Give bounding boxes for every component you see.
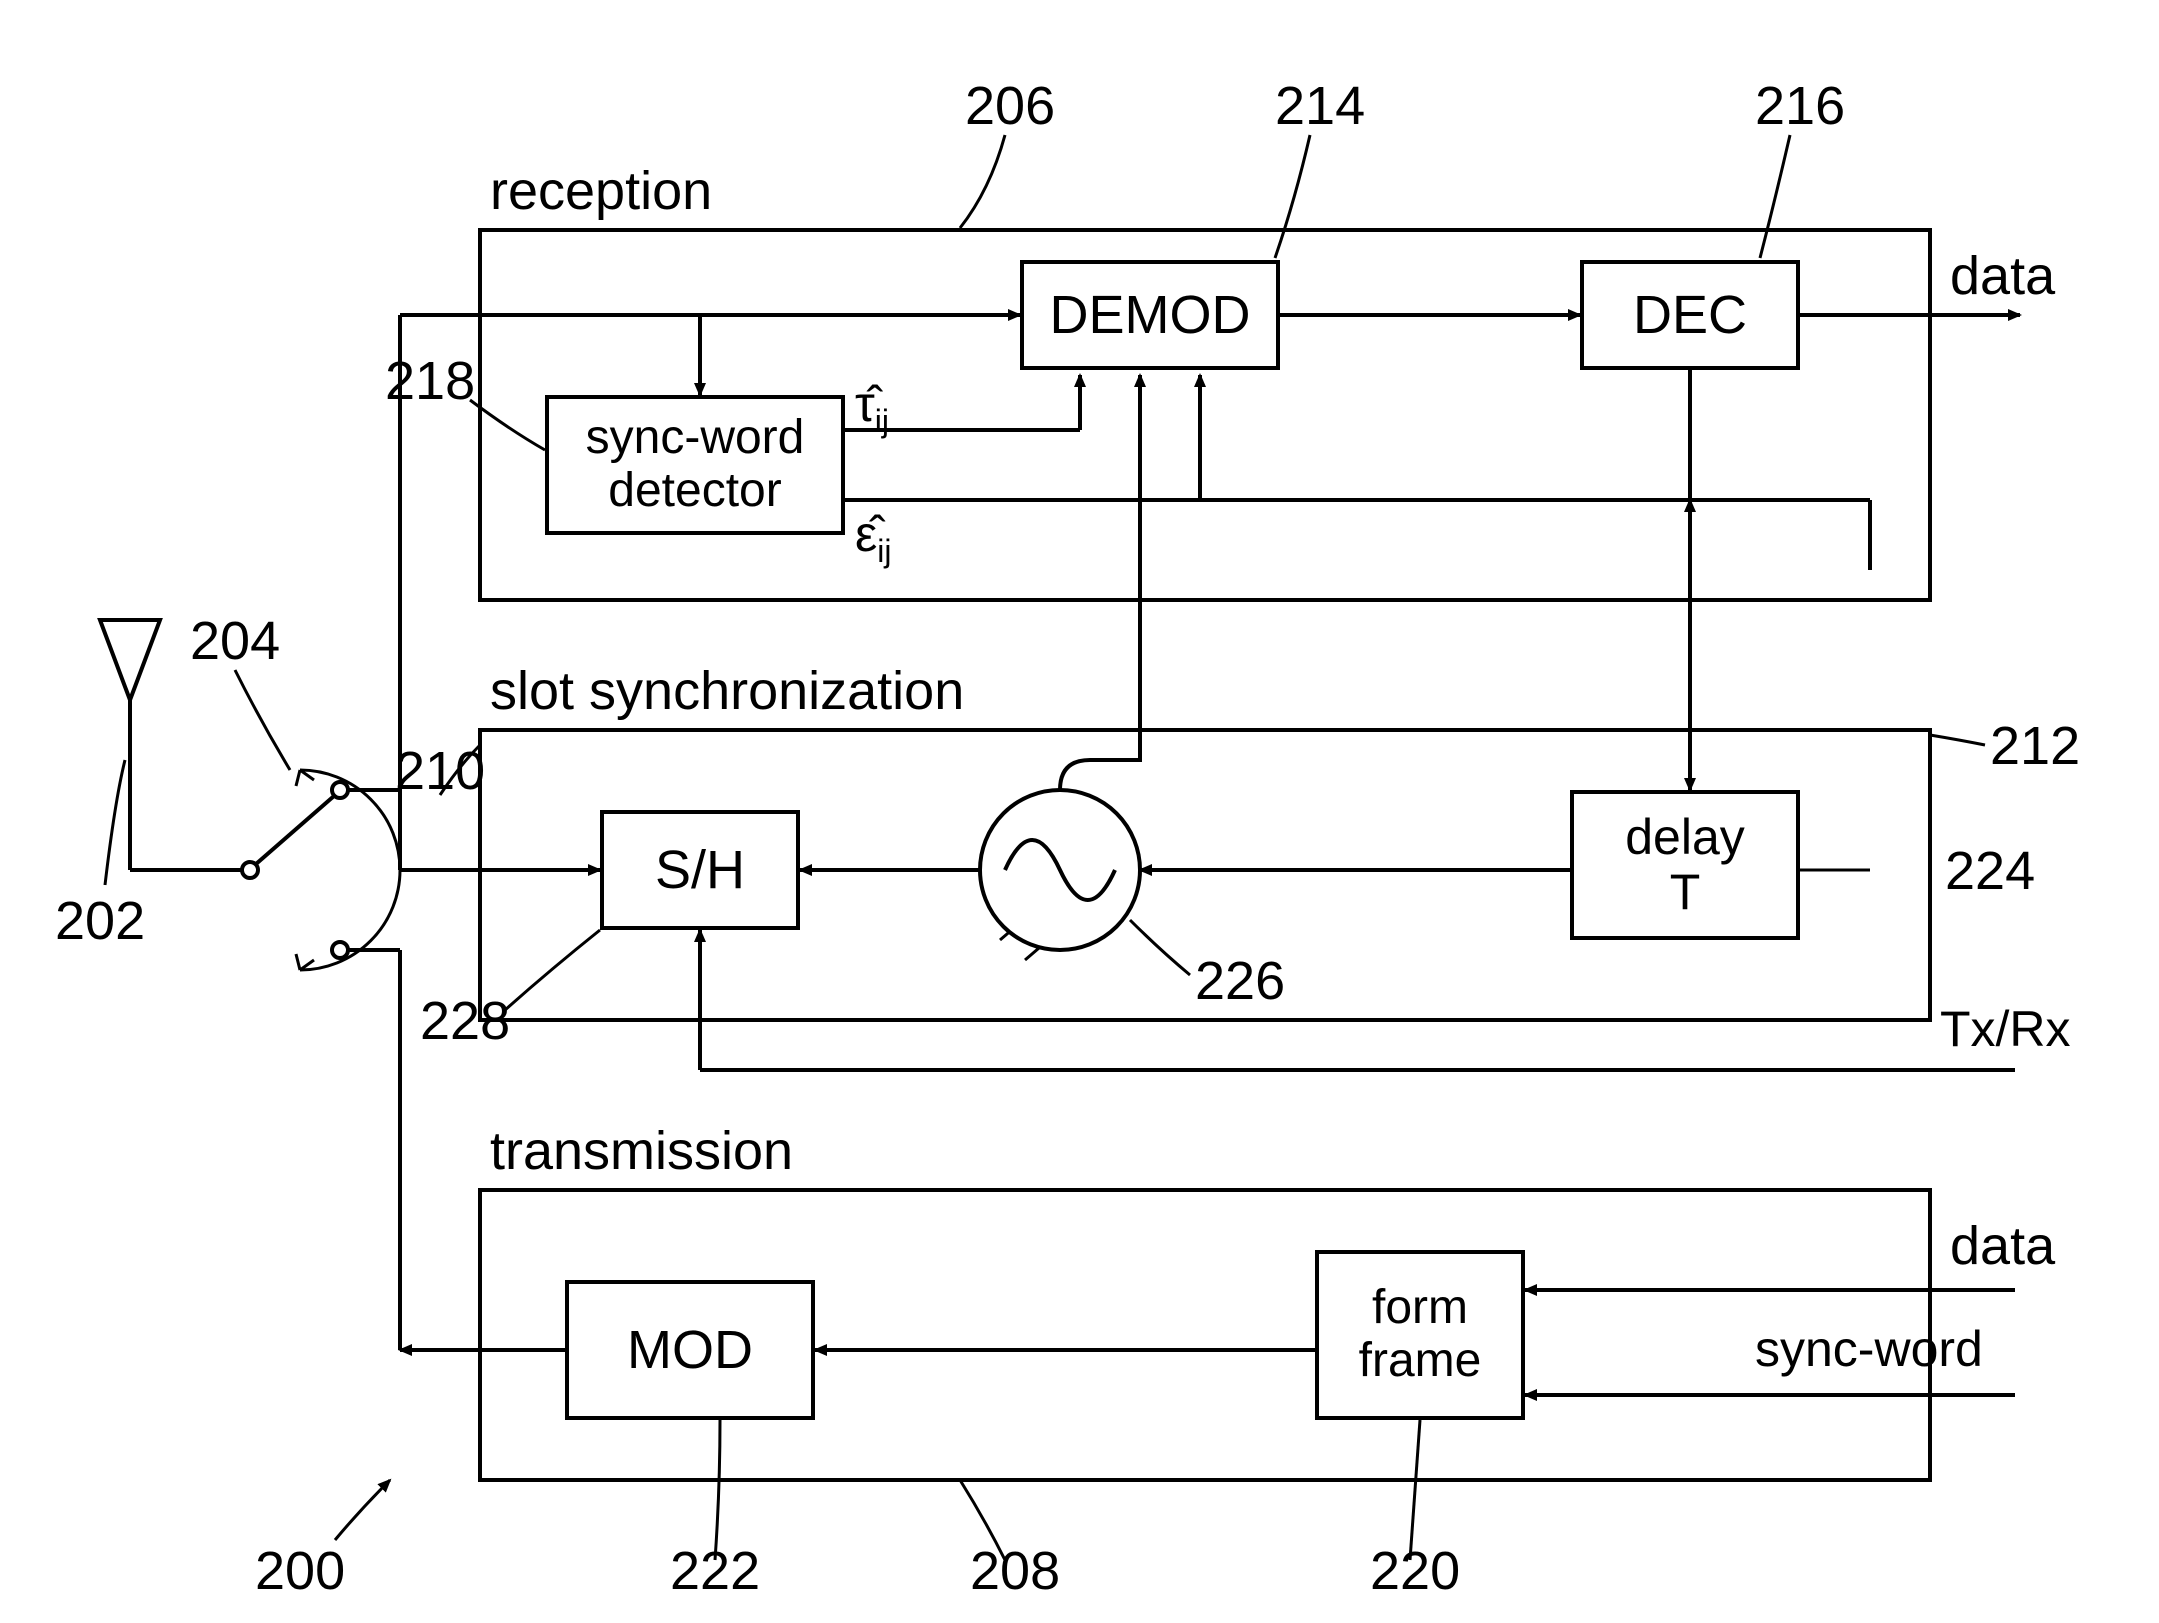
transmission-section-label: transmission (490, 1120, 793, 1182)
formframe-block: form frame (1315, 1250, 1525, 1420)
ref-226: 226 (1195, 950, 1285, 1012)
sh-block: S/H (600, 810, 800, 930)
ref-202: 202 (55, 890, 145, 952)
tau-symbol: τ̂ij (855, 375, 889, 440)
delay-block: delay T (1570, 790, 1800, 940)
demod-block: DEMOD (1020, 260, 1280, 370)
mod-label: MOD (627, 1319, 753, 1381)
data-out-label: data (1950, 245, 2055, 307)
reception-section-label: reception (490, 160, 712, 222)
ref-228: 228 (420, 990, 510, 1052)
eps-symbol: ε̂ij (855, 505, 892, 570)
ref-220: 220 (1370, 1540, 1460, 1602)
dec-label: DEC (1633, 284, 1747, 346)
ref-210: 210 (395, 740, 485, 802)
ref-208: 208 (970, 1540, 1060, 1602)
delay-label-2: T (1625, 865, 1745, 920)
ref-200: 200 (255, 1540, 345, 1602)
formframe-label-1: form (1359, 1282, 1482, 1335)
ref-222: 222 (670, 1540, 760, 1602)
ref-212: 212 (1990, 715, 2080, 777)
ref-224: 224 (1945, 840, 2035, 902)
dec-block: DEC (1580, 260, 1800, 370)
ref-216: 216 (1755, 75, 1845, 137)
delay-label-1: delay (1625, 810, 1745, 865)
switch-icon (242, 770, 400, 970)
mod-block: MOD (565, 1280, 815, 1420)
data-in-label: data (1950, 1215, 2055, 1277)
syncword-label-2: detector (586, 465, 805, 518)
ref-214: 214 (1275, 75, 1365, 137)
demod-label: DEMOD (1050, 284, 1251, 346)
ref-206: 206 (965, 75, 1055, 137)
formframe-label-2: frame (1359, 1335, 1482, 1388)
ref-204: 204 (190, 610, 280, 672)
ref-218: 218 (385, 350, 475, 412)
txrx-label: Tx/Rx (1940, 1000, 2071, 1058)
syncword-block: sync-word detector (545, 395, 845, 535)
diagram-svg (0, 0, 2159, 1623)
syncword-label-1: sync-word (586, 412, 805, 465)
slotsync-section-label: slot synchronization (490, 660, 964, 722)
sh-label: S/H (655, 839, 745, 901)
syncword-in-label: sync-word (1755, 1320, 1983, 1378)
